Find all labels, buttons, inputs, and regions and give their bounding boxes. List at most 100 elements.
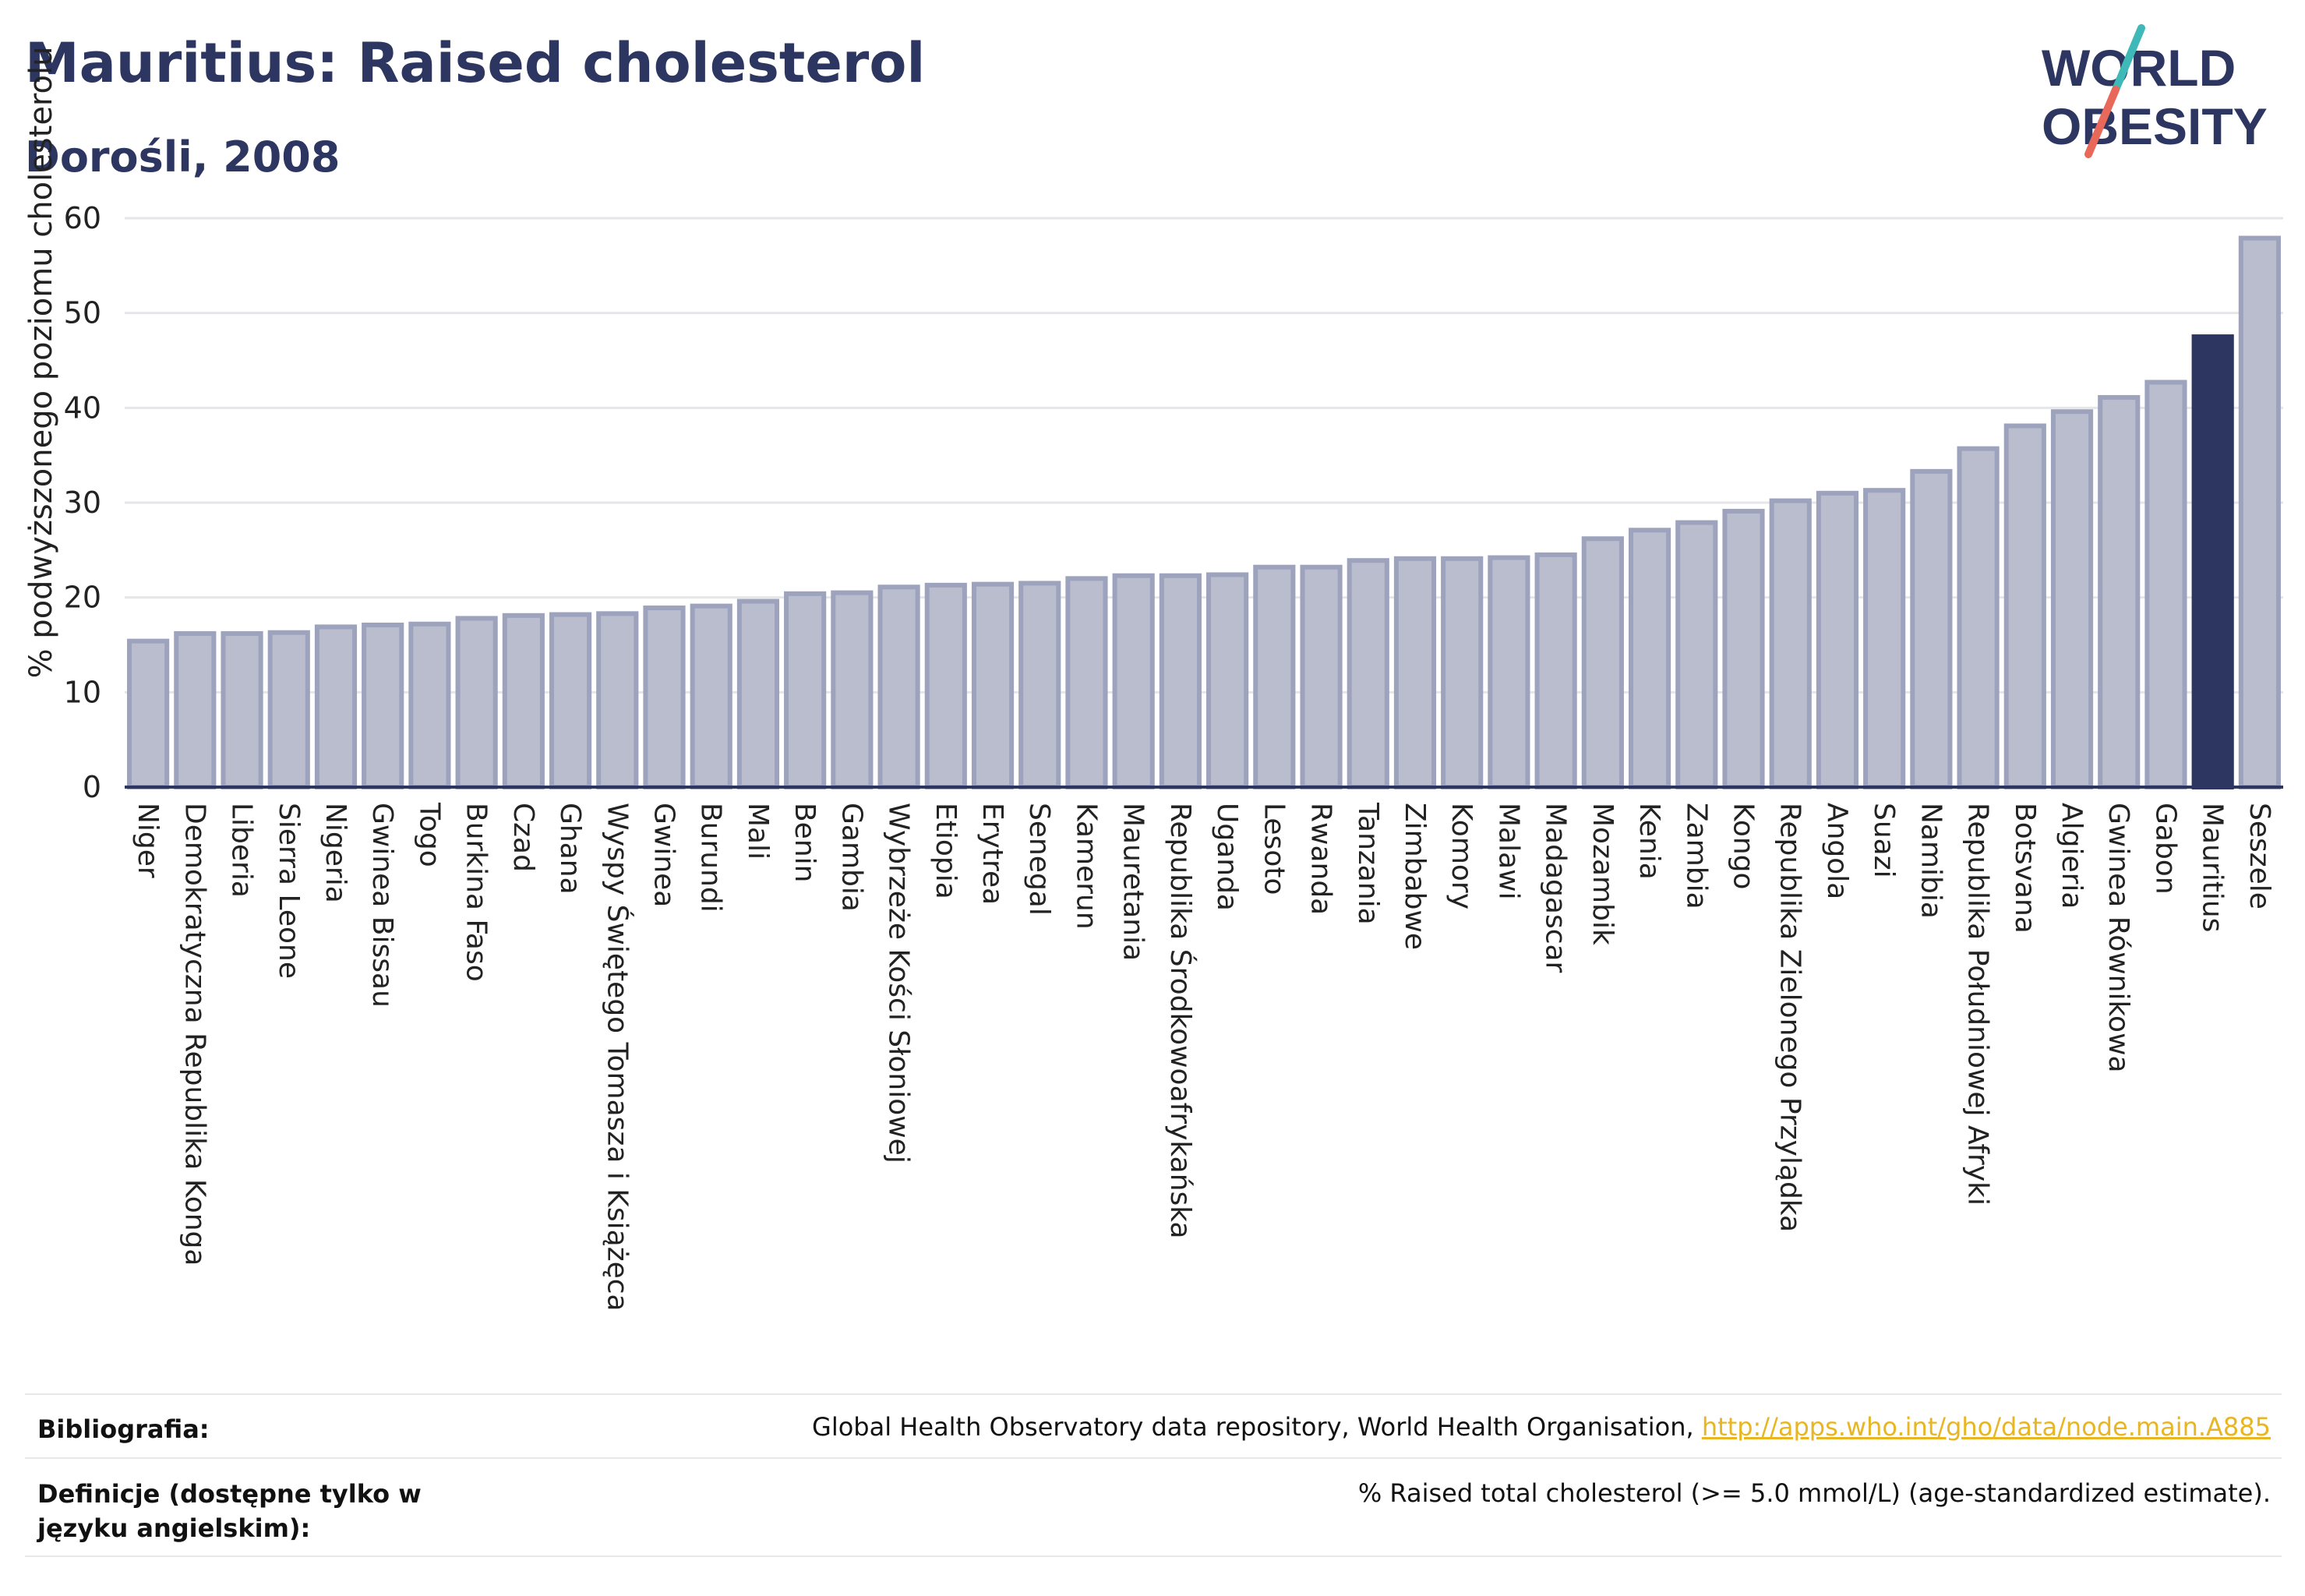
x-tick-label: Seszele: [2243, 803, 2275, 909]
x-tick-label: Rwanda: [1305, 803, 1337, 915]
bar-wyspy-świętego-tomasza-i-książęca: [596, 611, 639, 789]
x-tick-label: Republika Środkowoafrykańska: [1164, 803, 1197, 1239]
bar-sierra-leone: [267, 630, 310, 790]
bar-republika-południowej-afryki: [1957, 446, 2000, 790]
x-tick-label: Mauretania: [1117, 803, 1149, 961]
x-tick-label: Sierra Leone: [273, 803, 305, 979]
y-tick-label: 20: [64, 581, 101, 615]
y-tick-label: 0: [83, 770, 101, 804]
bar-tanzania: [1347, 558, 1389, 789]
x-tick-label: Tanzania: [1352, 802, 1384, 925]
bar-gwinea-bissau: [362, 622, 404, 790]
x-tick-label: Malawi: [1492, 803, 1524, 900]
bar-gwinea-równikowa: [2098, 394, 2141, 789]
bar-uganda: [1206, 572, 1249, 789]
bar-liberia: [221, 630, 263, 790]
bar-niger: [127, 638, 170, 790]
bar-mauretania: [1112, 573, 1155, 790]
bar-burundi: [690, 603, 732, 789]
x-tick-label: Lesoto: [1258, 803, 1290, 895]
x-tick-label: Burkina Faso: [461, 803, 492, 982]
x-tick-label: Togo: [413, 802, 445, 867]
bar-suazi: [1863, 488, 1906, 790]
bar-kamerun: [1065, 576, 1108, 789]
footer-divider-bottom: [25, 1555, 2282, 1557]
y-tick-label: 40: [64, 390, 101, 425]
bar-gabon: [2144, 380, 2187, 789]
chart-subtitle: Dorośli, 2008: [25, 132, 341, 182]
x-tick-label: Demokratyczna Republika Konga: [178, 803, 210, 1266]
bibliography-link[interactable]: http://apps.who.int/gho/data/node.main.A…: [1701, 1412, 2271, 1442]
bar-republika-zielonego-przylądka: [1769, 498, 1812, 789]
y-axis-label: % podwyższonego poziomu cholesterolu: [23, 47, 59, 679]
bar-lesoto: [1253, 564, 1296, 789]
footer-divider-top: [25, 1393, 2282, 1395]
bar-algieria: [2050, 409, 2094, 789]
x-tick-label: Czad: [507, 803, 539, 872]
bar-botsvana: [2003, 423, 2046, 789]
bar-etiopia: [924, 582, 967, 789]
x-tick-label: Kongo: [1728, 803, 1760, 890]
bar-kongo: [1722, 508, 1765, 789]
x-tick-label: Nigeria: [319, 803, 351, 903]
x-tick-label: Etiopia: [930, 803, 962, 899]
bar-madagascar: [1534, 552, 1577, 790]
x-tick-label: Kenia: [1633, 803, 1665, 880]
bar-mali: [736, 598, 780, 789]
x-tick-label: Algieria: [2056, 803, 2088, 909]
bar-burkina-faso: [455, 616, 498, 790]
definitions-value: % Raised total cholesterol (>= 5.0 mmol/…: [1357, 1478, 2271, 1508]
x-tick-label: Gwinea: [648, 803, 680, 907]
bar-gambia: [831, 590, 874, 789]
bar-republika-środkowoafrykańska: [1159, 573, 1202, 790]
bar-erytrea: [971, 581, 1015, 790]
bar-chart: 0 10 20 30 40 50 60 Niger Demokratyczna Republik…: [23, 47, 2283, 1312]
x-tick-label: Liberia: [226, 803, 258, 898]
x-tick-label: Gwinea Bissau: [366, 803, 398, 1008]
logo-slash-teal: [2112, 24, 2145, 94]
x-tick-label: Senegal: [1023, 803, 1055, 916]
x-tick-label: Zimbabwe: [1399, 803, 1431, 950]
x-tick-label: Niger: [132, 803, 164, 878]
bar-senegal: [1018, 581, 1061, 790]
bar-angola: [1816, 490, 1859, 789]
x-tick-label: Ghana: [554, 803, 586, 895]
bar-seszele: [2238, 235, 2281, 789]
y-tick-label: 60: [64, 201, 101, 235]
bibliography-text: Global Health Observatory data repositor…: [812, 1412, 1702, 1442]
x-tick-label: Kamerun: [1070, 803, 1102, 930]
x-tick-label: Republika Południowej Afryki: [1962, 803, 1994, 1206]
x-tick-label: Angola: [1821, 803, 1853, 899]
definitions-label: Definicje (dostępne tylko w języku angie…: [37, 1479, 422, 1543]
y-tick-label: 50: [64, 296, 101, 330]
world-obesity-logo: WORLD OBESITY: [2042, 24, 2268, 158]
bar-togo: [408, 621, 451, 789]
bar-malawi: [1488, 555, 1530, 789]
bar-namibia: [1910, 468, 1953, 789]
x-tick-label: Mozambik: [1587, 803, 1618, 945]
bar-demokratyczna-republika-konga: [174, 630, 217, 790]
x-tick-label: Gabon: [2149, 803, 2181, 895]
x-tick-label: Suazi: [1868, 803, 1900, 878]
x-tick-label: Namibia: [1915, 803, 1947, 919]
x-tick-label: Madagascar: [1540, 803, 1572, 973]
y-tick-label: 30: [64, 486, 101, 520]
bar-rwanda: [1300, 564, 1343, 789]
chart-title: Mauritius: Raised cholesterol: [25, 31, 926, 95]
x-tick-label: Benin: [789, 803, 821, 882]
x-tick-label: Mali: [742, 803, 774, 860]
y-tick-label: 10: [64, 675, 101, 709]
x-tick-label: Burundi: [695, 803, 727, 913]
bar-mozambik: [1581, 536, 1624, 789]
bar-mauritius: [2191, 334, 2234, 790]
bar-wybrzeże-kości-słoniowej: [877, 584, 920, 789]
x-tick-label: Uganda: [1211, 803, 1243, 911]
bar-zambia: [1675, 520, 1718, 789]
x-tick-label: Mauritius: [2197, 803, 2229, 932]
x-tick-label: Wyspy Świętego Tomasza i Książęca: [601, 803, 634, 1312]
bar-benin: [784, 591, 827, 789]
logo-line-2: OBESITY: [2042, 97, 2268, 155]
x-tick-label: Wybrzeże Kości Słoniowej: [883, 803, 915, 1163]
x-tick-label: Botsvana: [2009, 803, 2041, 934]
bar-zimbabwe: [1393, 556, 1437, 789]
